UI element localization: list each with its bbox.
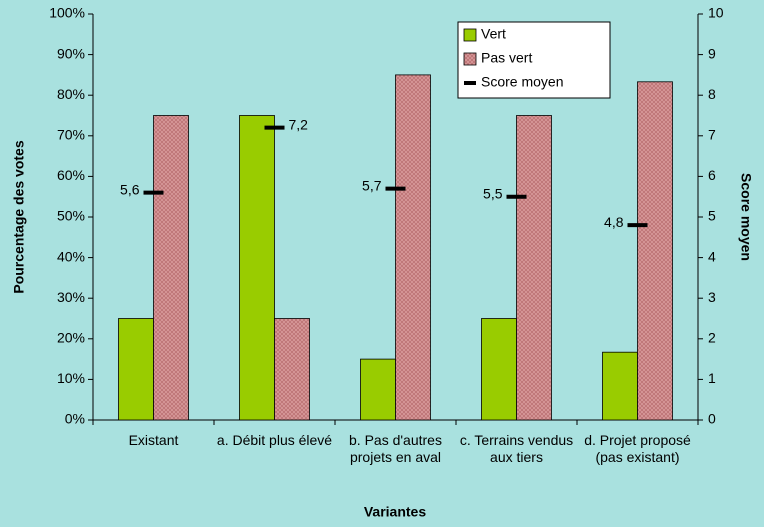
y-axis-title: Pourcentage des votes <box>11 140 27 293</box>
legend-swatch <box>463 28 477 42</box>
data-label: 4,8 <box>604 214 624 230</box>
legend-label: Score moyen <box>481 74 563 90</box>
y2-axis-title: Score moyen <box>738 173 754 261</box>
y-tick-label: 40% <box>57 248 85 264</box>
x-tick-label: Existant <box>128 432 179 448</box>
y-tick-label: 70% <box>57 127 85 143</box>
y2-tick-label: 7 <box>708 127 716 143</box>
bar <box>239 115 275 421</box>
y2-tick-label: 3 <box>708 289 716 305</box>
y2-tick-label: 1 <box>708 370 716 386</box>
y-tick-label: 30% <box>57 289 85 305</box>
y2-tick-label: 9 <box>708 45 716 61</box>
y2-tick-label: 10 <box>708 5 724 21</box>
x-tick-label: b. Pas d'autres projets en aval <box>349 432 442 465</box>
x-tick-label: d. Projet proposé (pas existant) <box>584 432 691 465</box>
legend-label: Vert <box>481 26 506 42</box>
y-tick-label: 90% <box>57 45 85 61</box>
y2-tick-label: 4 <box>708 248 716 264</box>
bar <box>602 351 638 421</box>
x-axis-title: Variantes <box>364 504 426 520</box>
bar <box>360 358 396 421</box>
y-tick-label: 20% <box>57 330 85 346</box>
y-tick-label: 60% <box>57 167 85 183</box>
y-tick-label: 50% <box>57 208 85 224</box>
y2-tick-label: 5 <box>708 208 716 224</box>
data-label: 5,6 <box>120 181 140 197</box>
y2-tick-label: 0 <box>708 411 716 427</box>
bar <box>118 318 154 421</box>
data-label: 7,2 <box>289 116 309 132</box>
bar <box>153 115 189 421</box>
y2-tick-label: 2 <box>708 330 716 346</box>
legend-box <box>457 21 611 99</box>
x-tick-label: a. Débit plus élevé <box>216 432 333 448</box>
bar <box>274 318 310 421</box>
bar <box>481 318 517 421</box>
y2-tick-label: 8 <box>708 86 716 102</box>
y-tick-label: 0% <box>65 411 85 427</box>
y2-tick-label: 6 <box>708 167 716 183</box>
data-label: 5,5 <box>483 185 503 201</box>
x-tick-label: c. Terrains vendus aux tiers <box>459 432 574 465</box>
y-tick-label: 80% <box>57 86 85 102</box>
y-tick-label: 100% <box>49 5 85 21</box>
legend-swatch <box>463 52 477 66</box>
legend-label: Pas vert <box>481 50 532 66</box>
bar <box>637 81 673 421</box>
data-label: 5,7 <box>362 177 382 193</box>
y-tick-label: 10% <box>57 370 85 386</box>
bar <box>516 115 552 421</box>
bar <box>395 74 431 421</box>
